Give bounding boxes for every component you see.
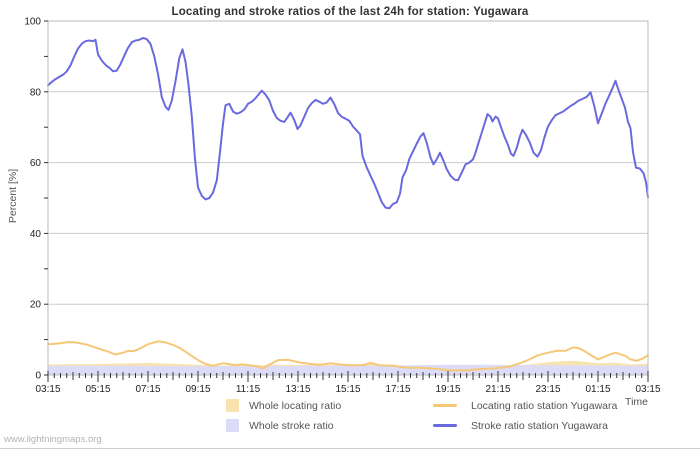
x-tick-label-11: 01:15	[585, 384, 610, 395]
legend-label-whole-locating: Whole locating ratio	[249, 399, 342, 412]
x-tick-label-0: 03:15	[35, 384, 60, 395]
y-tick-label-100: 100	[24, 17, 41, 28]
watermark: www.lightningmaps.org	[4, 434, 102, 445]
x-axis-title: Time	[625, 396, 648, 408]
y-tick-label-80: 80	[30, 87, 42, 98]
x-tick-label-8: 19:15	[435, 384, 460, 395]
legend-label-station-locating: Locating ratio station Yugawara	[471, 399, 618, 412]
legend-label-whole-stroke: Whole stroke ratio	[249, 419, 334, 432]
x-tick-label-10: 23:15	[535, 384, 560, 395]
x-tick-label-7: 17:15	[385, 384, 410, 395]
whole-locating-swatch-icon	[226, 399, 239, 412]
chart-title: Locating and stroke ratios of the last 2…	[171, 6, 529, 18]
x-tick-label-6: 15:15	[335, 384, 360, 395]
y-tick-label-0: 0	[35, 371, 41, 382]
line-series-2	[47, 340, 649, 372]
x-tick-label-1: 05:15	[85, 384, 110, 395]
station-locating-line-icon	[433, 404, 457, 407]
y-tick-label-20: 20	[30, 300, 42, 311]
window-bottom-edge	[0, 448, 700, 449]
x-tick-label-4: 11:15	[236, 384, 261, 395]
x-tick-label-9: 21:15	[485, 384, 510, 395]
y-tick-label-40: 40	[30, 229, 42, 240]
y-tick-label-60: 60	[30, 158, 42, 169]
station-stroke-line-icon	[433, 424, 457, 427]
x-tick-label-12: 03:15	[635, 384, 660, 395]
x-tick-label-2: 07:15	[135, 384, 160, 395]
x-tick-label-5: 13:15	[285, 384, 310, 395]
whole-stroke-swatch-icon	[226, 419, 239, 432]
x-tick-label-3: 09:15	[185, 384, 210, 395]
legend: Whole locating ratio Locating ratio stat…	[226, 399, 617, 432]
line-series-3	[47, 37, 649, 210]
legend-label-station-stroke: Stroke ratio station Yugawara	[471, 419, 608, 432]
plot-border	[47, 20, 649, 376]
